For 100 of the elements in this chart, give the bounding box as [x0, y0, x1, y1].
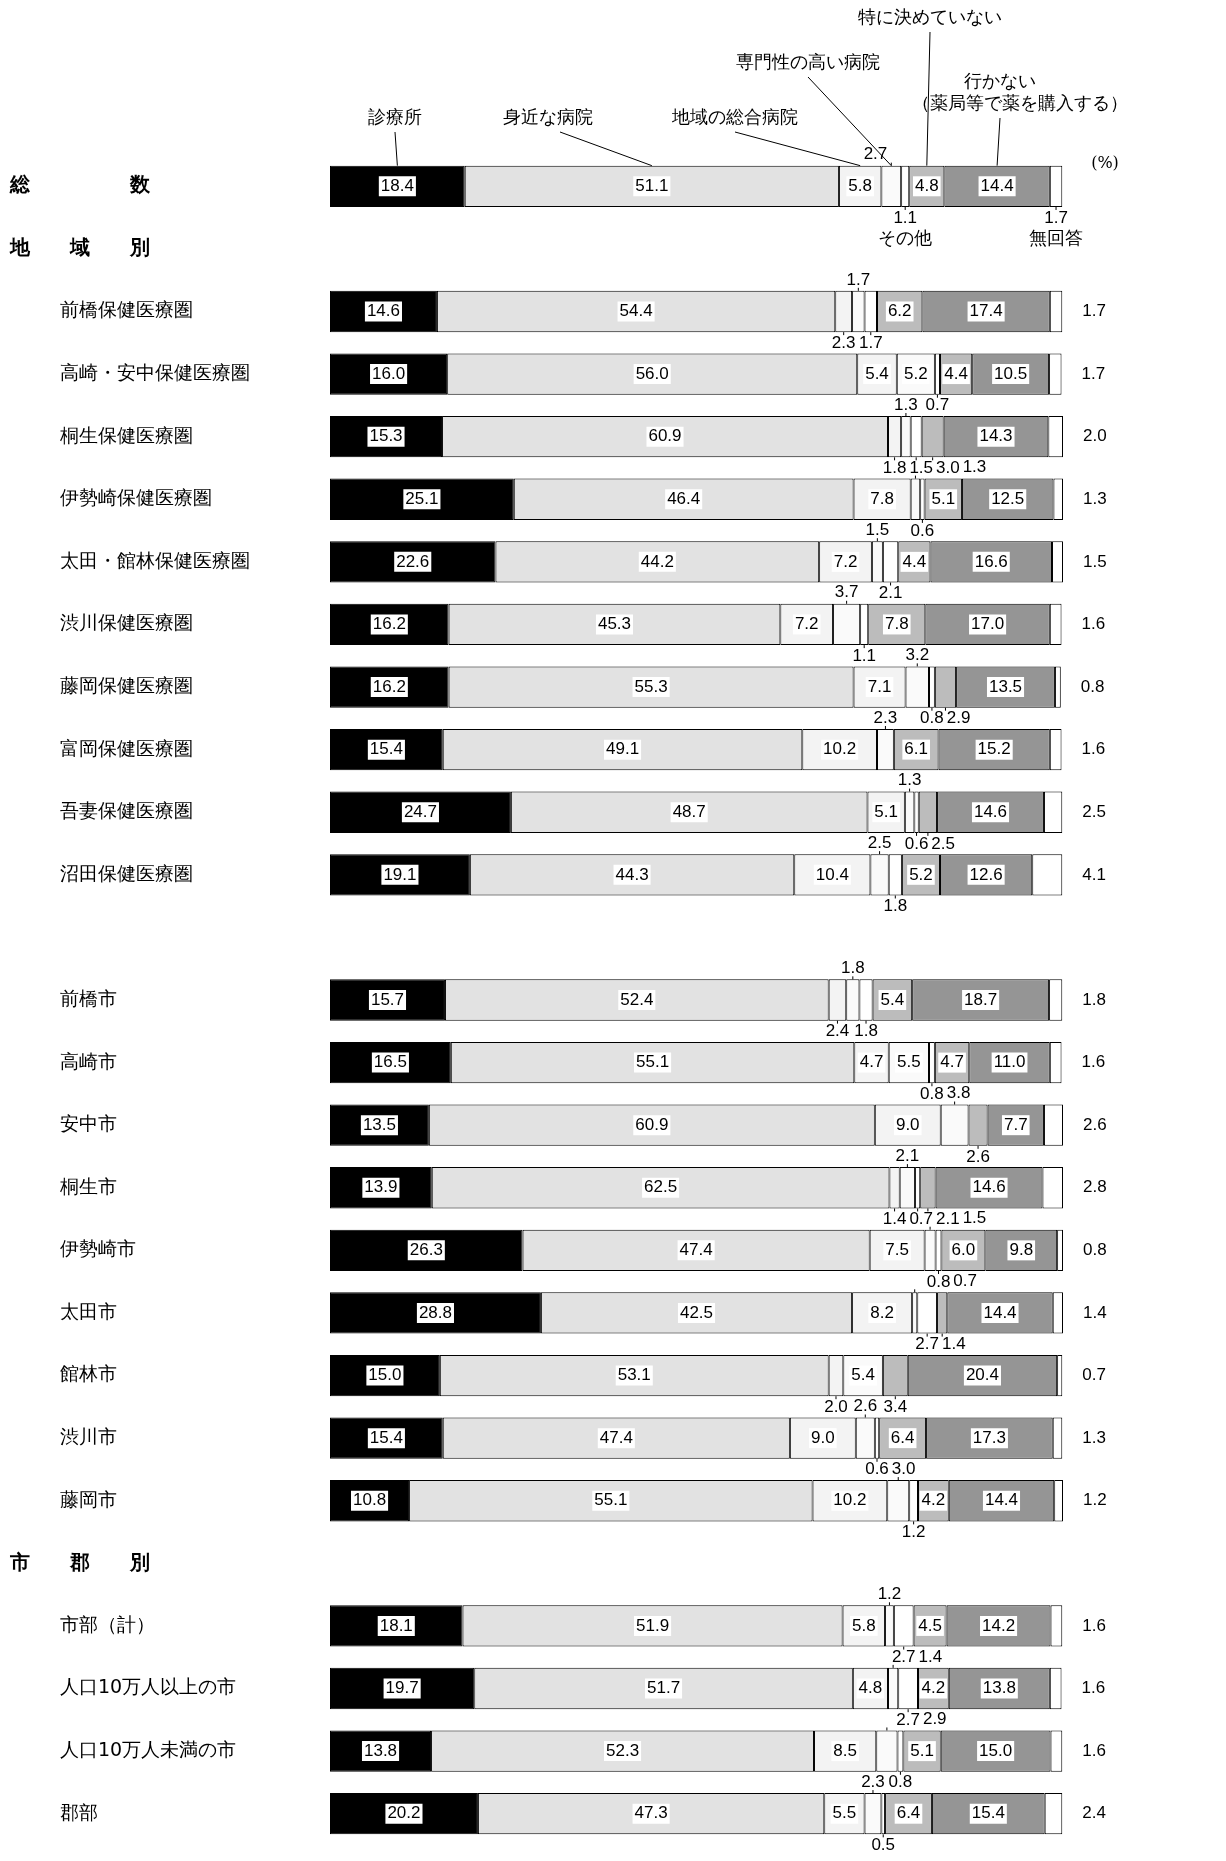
data-label: 17.0	[971, 614, 1005, 634]
data-label: 5.5	[897, 1052, 921, 1072]
data-label: 14.2	[982, 1615, 1016, 1635]
data-label: 5.4	[880, 989, 905, 1009]
data-label: 47.4	[599, 1427, 633, 1447]
series-label: 無回答	[1029, 226, 1084, 248]
data-label: 0.6	[904, 833, 929, 853]
data-label: 2.7	[896, 1709, 920, 1729]
data-label: 44.3	[615, 864, 649, 884]
series-label: その他	[878, 226, 933, 248]
data-label: 0.8	[1080, 676, 1105, 696]
data-label: 13.5	[362, 1114, 396, 1134]
data-label: 6.1	[904, 739, 928, 759]
data-label: 1.2	[901, 1522, 926, 1542]
data-label: 6.4	[896, 1803, 921, 1823]
data-label: 5.8	[848, 175, 872, 195]
y-tick-label: 桐生保健医療圏	[59, 423, 193, 446]
data-label: 10.5	[994, 363, 1028, 383]
data-label: 19.7	[385, 1678, 419, 1698]
text: 診療所	[368, 105, 422, 127]
y-tick-label: 人口10万人未満の市	[60, 1738, 237, 1761]
data-label: 2.5	[931, 833, 955, 853]
data-label: 1.8	[841, 958, 865, 978]
data-label: 1.4	[941, 1334, 966, 1354]
data-label: 14.3	[979, 426, 1013, 446]
data-label: 0.7	[1082, 1365, 1106, 1385]
data-label: 13.5	[988, 676, 1023, 696]
data-label: 0.6	[910, 520, 935, 540]
data-label: 1.6	[1082, 1615, 1106, 1635]
data-label: 5.1	[931, 488, 956, 508]
data-label: 0.8	[920, 1083, 944, 1103]
data-label: 2.1	[878, 583, 903, 603]
data-label: 5.1	[874, 801, 898, 821]
data-label: 0.8	[920, 708, 944, 728]
data-label: 14.4	[983, 1302, 1017, 1322]
y-tick-label: 市部（計）	[60, 1612, 155, 1635]
data-label: 5.4	[865, 363, 889, 383]
y-tick-label: 高崎市	[60, 1049, 117, 1072]
data-label: 1.3	[1083, 488, 1107, 508]
data-label: 4.4	[944, 363, 968, 383]
y-tick-label: 藤岡保健医療圏	[60, 673, 193, 696]
data-label: 4.7	[940, 1052, 964, 1072]
y-tick-label: 渋川市	[60, 1425, 117, 1448]
data-label: 15.4	[369, 739, 403, 759]
data-label: 55.1	[594, 1490, 628, 1510]
data-label: 6.4	[890, 1427, 915, 1447]
data-label: 5.5	[832, 1803, 857, 1823]
data-label: 1.5	[909, 458, 934, 478]
data-label: 1.6	[1081, 1052, 1106, 1072]
data-label: 51.9	[636, 1615, 670, 1635]
data-label: 1.2	[877, 1583, 902, 1603]
data-label: 10.2	[833, 1490, 867, 1510]
data-label: 15.7	[370, 989, 405, 1009]
data-label: 2.8	[1083, 1177, 1107, 1197]
text: (%)	[1091, 153, 1119, 173]
data-label: 3.8	[946, 1083, 971, 1103]
data-label: 13.8	[363, 1740, 398, 1760]
data-label: 1.3	[1082, 1427, 1106, 1447]
data-label: 1.7	[846, 269, 871, 289]
y-tick-label: 藤岡市	[60, 1487, 117, 1510]
data-label: 4.4	[902, 551, 927, 571]
y-tick-label: 安中市	[60, 1112, 117, 1135]
data-label: 1.3	[962, 457, 987, 477]
data-label: 53.1	[617, 1365, 651, 1385]
data-label: 2.7	[891, 1647, 916, 1667]
data-label: 28.8	[418, 1302, 452, 1322]
data-label: 4.8	[914, 175, 939, 195]
data-label: 2.5	[867, 832, 892, 852]
data-label: 0.7	[925, 395, 950, 415]
data-label: 4.2	[921, 1678, 946, 1698]
data-label: 16.5	[373, 1052, 407, 1072]
text: 特に決めていない	[858, 5, 1002, 27]
data-label: 1.6	[1081, 1678, 1106, 1698]
data-label: 51.1	[635, 175, 669, 195]
data-label: 7.7	[1003, 1114, 1028, 1134]
data-label: 14.6	[366, 301, 400, 321]
data-label: 7.1	[867, 676, 892, 696]
data-label: 1.3	[894, 394, 918, 414]
data-label: 13.9	[364, 1177, 398, 1197]
data-label: 1.8	[883, 896, 908, 916]
data-label: 5.2	[909, 864, 933, 884]
data-label: 2.5	[1082, 801, 1106, 821]
data-label: 1.6	[1082, 1740, 1106, 1760]
data-label: 16.2	[372, 614, 406, 634]
data-label: 20.4	[965, 1365, 999, 1385]
data-label: 2.0	[1083, 426, 1107, 446]
y-tick-label: 館林市	[60, 1362, 117, 1385]
data-label: 17.3	[972, 1427, 1006, 1447]
data-label: 6.0	[951, 1240, 976, 1260]
y-tick-label: 伊勢崎市	[60, 1237, 136, 1260]
y-tick-label: 吾妻保健医療圏	[60, 799, 193, 822]
data-label: 2.3	[873, 707, 898, 727]
data-label: 55.1	[636, 1052, 670, 1072]
y-tick-label: 人口10万人以上の市	[60, 1675, 237, 1698]
data-label: 51.7	[647, 1678, 681, 1698]
data-label: 16.6	[974, 551, 1008, 571]
data-label: 14.6	[973, 801, 1008, 821]
data-label: 5.4	[851, 1365, 875, 1385]
data-label: 12.6	[969, 864, 1003, 884]
data-label: 7.5	[885, 1240, 909, 1260]
